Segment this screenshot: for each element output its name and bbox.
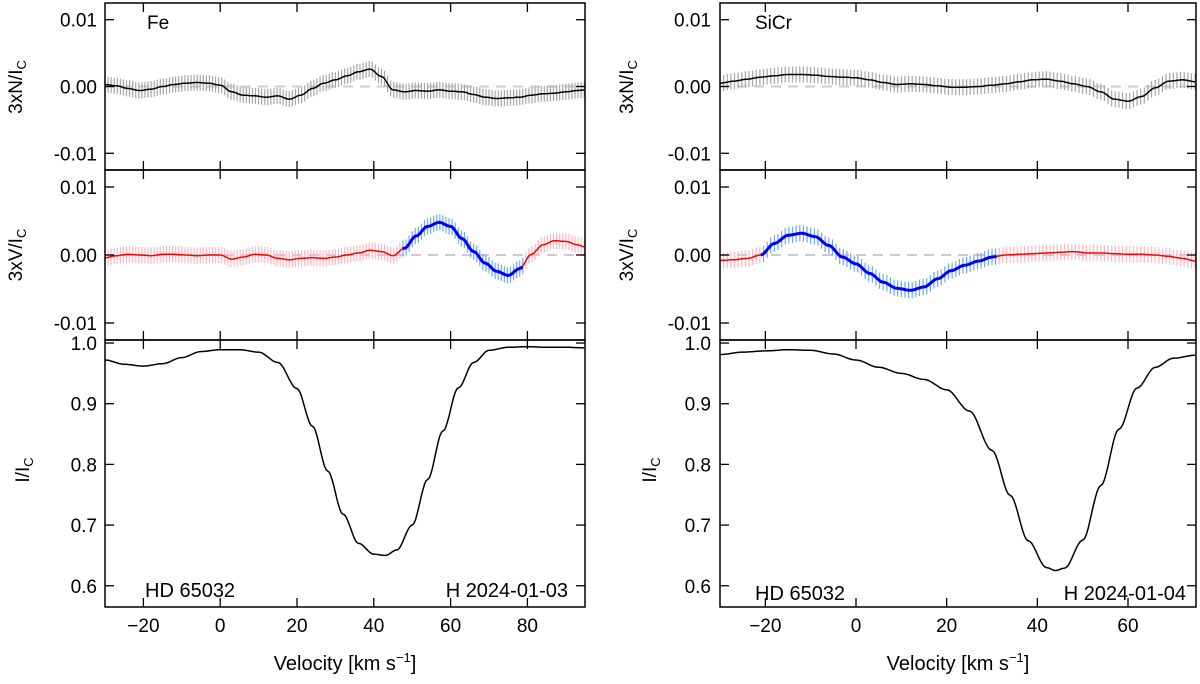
left-v-ytick-label: -0.01 (54, 314, 97, 335)
left-i-yticks: 1.0 0.9 0.8 0.7 0.6 (71, 334, 585, 598)
left-xtick-label: 0 (215, 616, 226, 637)
right-v-y-axis-label: 3xV/IC (617, 229, 640, 282)
left-i-y-axis-label: I/IC (13, 457, 36, 482)
left-v-ytick-label: 0.00 (60, 246, 97, 267)
right-n-ytick-label: 0.01 (674, 11, 711, 32)
left-date-label: H 2024-01-03 (446, 580, 568, 602)
right-column: 0.01 0.00 -0.01 SiCr 3xN/IC 0.01 0.00 -0.01 … (617, 2, 1197, 675)
left-x-axis-label: Velocity [km s−1] (274, 650, 417, 675)
left-i-frame (104, 339, 586, 608)
left-i-ytick-label: 0.9 (71, 395, 97, 416)
right-i-ytick-label: 0.9 (685, 395, 711, 416)
left-i-ytick-label: 0.8 (71, 455, 97, 476)
left-star-label: HD 65032 (145, 580, 235, 602)
left-v-ytick-label: 0.01 (60, 178, 97, 199)
left-i-ytick-label: 1.0 (71, 334, 97, 355)
right-element-label: SiCr (755, 13, 793, 34)
left-xtick-label: 80 (517, 616, 538, 637)
right-v-yticks: 0.01 0.00 -0.01 (668, 178, 1196, 335)
right-n-panel: 0.01 0.00 -0.01 SiCr 3xN/IC (617, 2, 1197, 171)
right-i-xticks: −20 0 20 40 60 (749, 340, 1139, 637)
left-n-yticks: 0.01 0.00 -0.01 (54, 11, 585, 165)
right-xtick-label: −20 (749, 616, 781, 637)
left-v-panel: 0.01 0.00 -0.01 3xV/IC (6, 169, 586, 341)
right-xtick-label: 60 (1117, 616, 1138, 637)
right-i-panel: 1.0 0.9 0.8 0.7 0.6 −20 0 20 40 60 HD 65032 H 20… (640, 334, 1197, 637)
left-v-zoom-line (402, 220, 524, 277)
right-i-ytick-label: 0.7 (685, 516, 711, 537)
left-v-xticks (142, 170, 529, 340)
left-i-profile-line (105, 345, 585, 557)
right-n-yticks: 0.01 0.00 -0.01 (668, 11, 1196, 165)
right-n-xticks (764, 3, 1129, 170)
right-i-ytick-label: 1.0 (685, 334, 711, 355)
left-n-ytick-label: -0.01 (54, 144, 97, 165)
left-n-ytick-label: 0.00 (60, 78, 97, 99)
right-v-zoom-line (760, 231, 997, 292)
left-v-yticks: 0.01 0.00 -0.01 (54, 178, 585, 335)
right-v-ytick-label: 0.01 (674, 178, 711, 199)
right-star-label: HD 65032 (755, 583, 845, 605)
left-n-panel: 0.01 0.00 -0.01 Fe 3xN/IC (6, 2, 586, 171)
left-i-ytick-label: 0.7 (71, 516, 97, 537)
right-i-ytick-label: 0.6 (685, 577, 711, 598)
right-n-y-axis-label: 3xN/IC (617, 60, 640, 114)
left-v-y-axis-label: 3xV/IC (6, 229, 29, 282)
right-i-y-axis-label: I/IC (640, 457, 663, 482)
left-xtick-label: −20 (127, 616, 159, 637)
left-n-xticks (142, 3, 529, 170)
right-x-axis-label: Velocity [km s−1] (887, 650, 1030, 675)
right-n-ytick-label: 0.00 (674, 78, 711, 99)
right-i-ytick-label: 0.8 (685, 455, 711, 476)
left-n-profile-line (105, 68, 585, 100)
right-date-label: H 2024-01-04 (1064, 583, 1186, 605)
right-i-frame (719, 339, 1197, 608)
right-v-ytick-label: 0.00 (674, 246, 711, 267)
left-xtick-label: 60 (440, 616, 461, 637)
left-i-ytick-label: 0.6 (71, 577, 97, 598)
left-xtick-label: 20 (286, 616, 307, 637)
left-element-label: Fe (147, 13, 169, 34)
right-xtick-label: 20 (936, 616, 957, 637)
left-column: 0.01 0.00 -0.01 Fe 3xN/IC 0.01 0.00 -0.01 3x… (6, 2, 586, 675)
right-xtick-label: 0 (851, 616, 862, 637)
right-xtick-label: 40 (1027, 616, 1048, 637)
left-i-panel: 1.0 0.9 0.8 0.7 0.6 −20 0 20 40 60 80 HD 65032 H … (13, 334, 586, 637)
left-xtick-label: 40 (363, 616, 384, 637)
right-v-ytick-label: -0.01 (668, 314, 711, 335)
left-i-xticks: −20 0 20 40 60 80 (127, 340, 538, 637)
right-n-ytick-label: -0.01 (668, 144, 711, 165)
right-i-profile-line (720, 348, 1196, 572)
right-v-xticks (764, 170, 1129, 340)
left-n-ytick-label: 0.01 (60, 11, 97, 32)
right-i-yticks: 1.0 0.9 0.8 0.7 0.6 (685, 334, 1196, 598)
left-n-y-axis-label: 3xN/IC (6, 60, 29, 114)
right-n-profile-line (720, 73, 1196, 102)
